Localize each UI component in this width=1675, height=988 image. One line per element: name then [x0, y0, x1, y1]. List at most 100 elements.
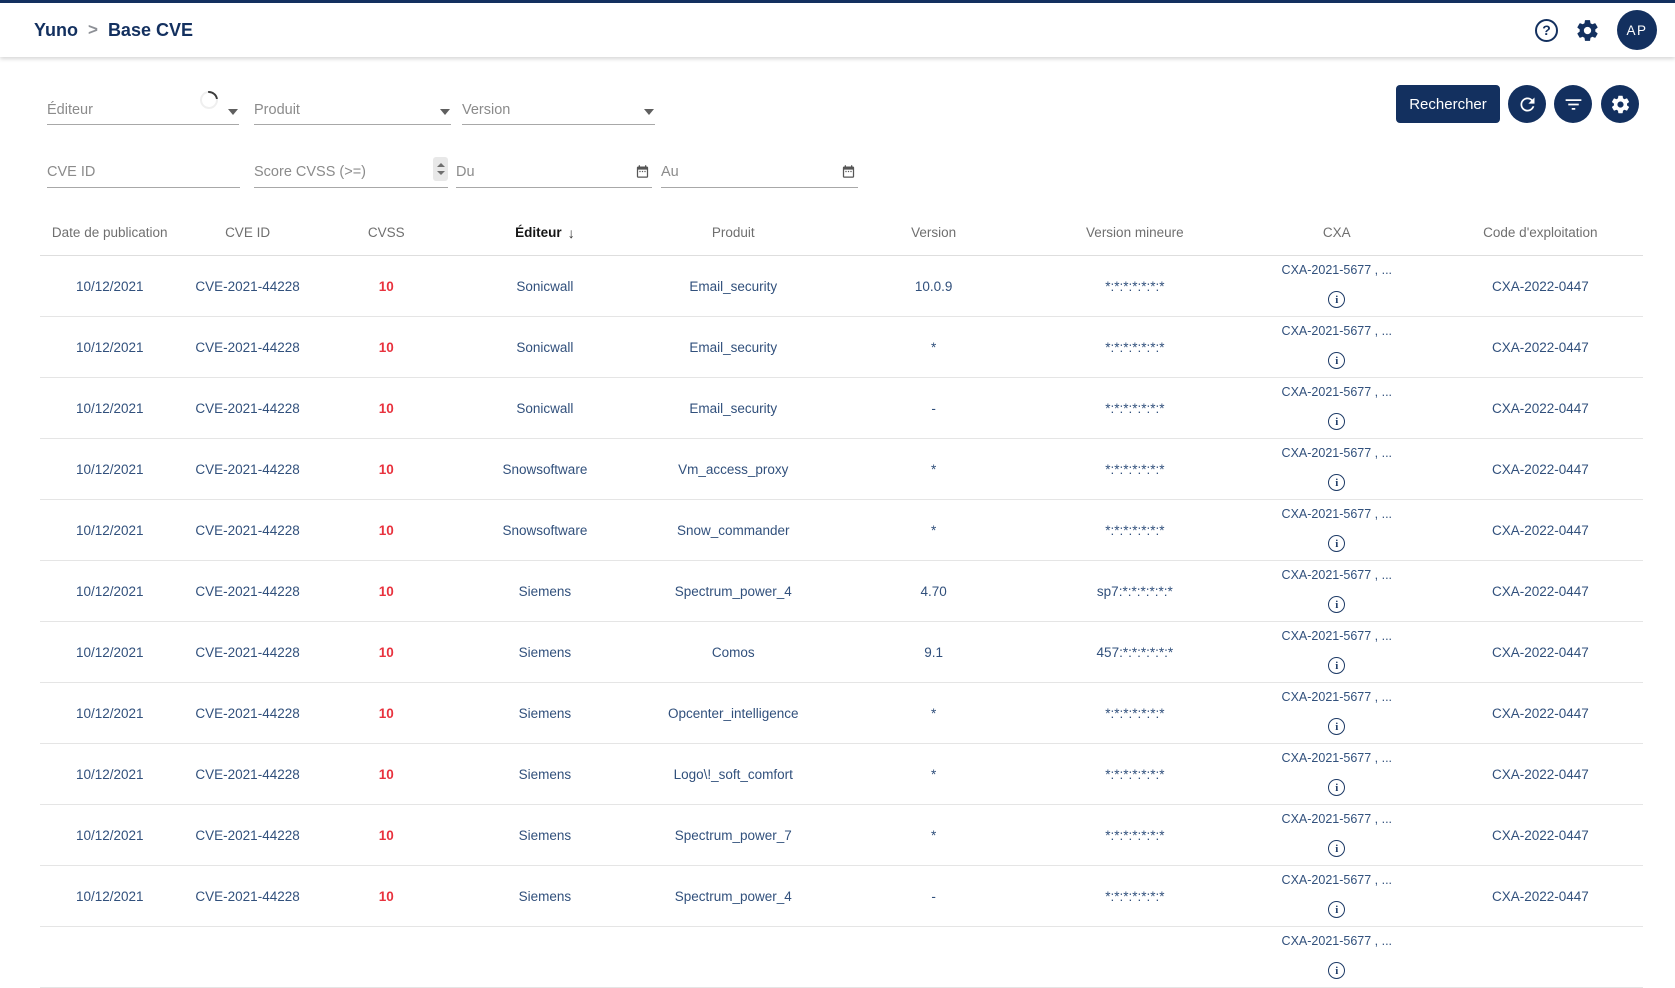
table-row[interactable]: 10/12/2021 CVE-2021-44228 10 Siemens Com… — [40, 622, 1643, 683]
cxa-refs: CXA-2021-5677 , ... — [1281, 751, 1393, 765]
loading-spinner-icon — [196, 87, 222, 113]
chevron-down-icon — [644, 109, 654, 115]
cell-version: 10.0.9 — [914, 278, 953, 294]
score-cvss-input[interactable] — [254, 164, 448, 180]
cxa-refs: CXA-2021-5677 , ... — [1281, 446, 1393, 460]
date-du-field — [456, 152, 652, 188]
col-header-cxa[interactable]: CXA — [1322, 225, 1351, 240]
table-row[interactable]: 10/12/2021 CVE-2021-44228 10 Siemens Spe… — [40, 805, 1643, 866]
help-icon[interactable] — [1535, 18, 1558, 42]
cell-cve-id: CVE-2021-44228 — [195, 461, 300, 477]
filter-button[interactable] — [1554, 85, 1592, 123]
info-icon[interactable] — [1328, 291, 1346, 308]
cell-code-exploitation: CXA-2022-0447 — [1491, 278, 1589, 294]
cell-editeur: Siemens — [518, 766, 572, 782]
cxa-refs: CXA-2021-5677 , ... — [1281, 934, 1393, 948]
info-icon[interactable] — [1328, 535, 1346, 552]
table-header: Date de publication CVE ID CVSS Éditeur … — [40, 210, 1643, 256]
cell-editeur: Siemens — [518, 888, 572, 904]
cell-cxa: CXA-2021-5677 , ... — [1236, 927, 1438, 987]
cell-code-exploitation: CXA-2022-0447 — [1491, 644, 1589, 660]
cell-produit: Spectrum_power_4 — [674, 583, 792, 599]
cell-produit: Vm_access_proxy — [678, 461, 789, 477]
table-row[interactable]: CXA-2021-5677 , ... — [40, 927, 1643, 988]
cxa-refs: CXA-2021-5677 , ... — [1281, 690, 1393, 704]
info-icon[interactable] — [1328, 901, 1346, 918]
table-row[interactable]: 10/12/2021 CVE-2021-44228 10 Siemens Opc… — [40, 683, 1643, 744]
cxa-refs: CXA-2021-5677 , ... — [1281, 568, 1393, 582]
cell-editeur: Siemens — [518, 827, 572, 843]
cell-version: * — [931, 461, 937, 477]
refresh-button[interactable] — [1508, 85, 1546, 123]
cell-version-mineure: *:*:*:*:*:*:* — [1105, 705, 1165, 721]
info-icon[interactable] — [1328, 413, 1346, 430]
calendar-icon[interactable] — [841, 164, 856, 179]
date-du-input[interactable] — [456, 164, 652, 180]
version-select-label: Version — [462, 101, 511, 118]
cell-date: 10/12/2021 — [75, 766, 144, 782]
cell-version: 9.1 — [924, 644, 944, 660]
cell-editeur: Snowsoftware — [502, 461, 588, 477]
cell-cvss: 10 — [378, 583, 394, 599]
produit-select[interactable]: Produit — [254, 89, 451, 125]
rechercher-button[interactable]: Rechercher — [1396, 85, 1500, 123]
table-row[interactable]: 10/12/2021 CVE-2021-44228 10 Sonicwall E… — [40, 256, 1643, 317]
info-icon[interactable] — [1328, 596, 1346, 613]
cxa-refs: CXA-2021-5677 , ... — [1281, 263, 1393, 277]
cell-version-mineure: sp7:*:*:*:*:*:* — [1096, 583, 1173, 599]
settings-gear-icon[interactable] — [1575, 18, 1600, 43]
cell-cvss: 10 — [378, 766, 394, 782]
table-row[interactable]: 10/12/2021 CVE-2021-44228 10 Sonicwall E… — [40, 317, 1643, 378]
info-icon[interactable] — [1328, 840, 1346, 857]
info-icon[interactable] — [1328, 657, 1346, 674]
cell-cvss: 10 — [378, 705, 394, 721]
col-header-version-mineure[interactable]: Version mineure — [1086, 225, 1184, 240]
cell-cxa: CXA-2021-5677 , ... — [1236, 622, 1438, 682]
cell-version: * — [931, 827, 937, 843]
col-header-code-exploitation[interactable]: Code d'exploitation — [1483, 225, 1598, 240]
cell-cvss: 10 — [378, 644, 394, 660]
avatar[interactable]: AP — [1617, 10, 1657, 50]
cell-produit: Email_security — [689, 278, 778, 294]
breadcrumb-app[interactable]: Yuno — [34, 19, 78, 40]
cell-cve-id: CVE-2021-44228 — [195, 888, 300, 904]
info-icon[interactable] — [1328, 352, 1346, 369]
info-icon[interactable] — [1328, 474, 1346, 491]
table-row[interactable]: 10/12/2021 CVE-2021-44228 10 Snowsoftwar… — [40, 439, 1643, 500]
table-row[interactable]: 10/12/2021 CVE-2021-44228 10 Sonicwall E… — [40, 378, 1643, 439]
cell-code-exploitation: CXA-2022-0447 — [1491, 461, 1589, 477]
col-header-editeur[interactable]: Éditeur ↓ — [457, 225, 633, 241]
number-stepper-icon[interactable] — [433, 157, 448, 181]
cell-cve-id: CVE-2021-44228 — [195, 522, 300, 538]
cell-cve-id: CVE-2021-44228 — [195, 766, 300, 782]
table-row[interactable]: 10/12/2021 CVE-2021-44228 10 Snowsoftwar… — [40, 500, 1643, 561]
table-settings-button[interactable] — [1601, 85, 1639, 123]
cxa-refs: CXA-2021-5677 , ... — [1281, 873, 1393, 887]
editeur-select[interactable]: Éditeur — [47, 87, 239, 125]
info-icon[interactable] — [1328, 962, 1346, 979]
table-row[interactable]: 10/12/2021 CVE-2021-44228 10 Siemens Log… — [40, 744, 1643, 805]
cell-editeur: Siemens — [518, 705, 572, 721]
cve-id-input[interactable] — [47, 164, 240, 180]
cell-editeur: Sonicwall — [516, 278, 574, 294]
cell-version-mineure: *:*:*:*:*:*:* — [1105, 278, 1165, 294]
version-select[interactable]: Version — [462, 89, 655, 125]
table-row[interactable]: 10/12/2021 CVE-2021-44228 10 Siemens Spe… — [40, 561, 1643, 622]
col-header-version[interactable]: Version — [911, 225, 957, 240]
cell-code-exploitation: CXA-2022-0447 — [1491, 766, 1589, 782]
date-au-input[interactable] — [661, 164, 858, 180]
col-header-cve-id[interactable]: CVE ID — [225, 225, 271, 240]
col-header-produit[interactable]: Produit — [711, 225, 755, 240]
cell-version: * — [931, 766, 937, 782]
col-header-cvss[interactable]: CVSS — [367, 225, 405, 240]
table-row[interactable]: 10/12/2021 CVE-2021-44228 10 Siemens Spe… — [40, 866, 1643, 927]
cell-date: 10/12/2021 — [75, 827, 144, 843]
cell-cvss: 10 — [378, 339, 394, 355]
cell-version-mineure: *:*:*:*:*:*:* — [1105, 400, 1165, 416]
col-header-date[interactable]: Date de publication — [51, 225, 168, 240]
info-icon[interactable] — [1328, 779, 1346, 796]
cell-date: 10/12/2021 — [75, 278, 144, 294]
info-icon[interactable] — [1328, 718, 1346, 735]
cxa-refs: CXA-2021-5677 , ... — [1281, 324, 1393, 338]
calendar-icon[interactable] — [635, 164, 650, 179]
